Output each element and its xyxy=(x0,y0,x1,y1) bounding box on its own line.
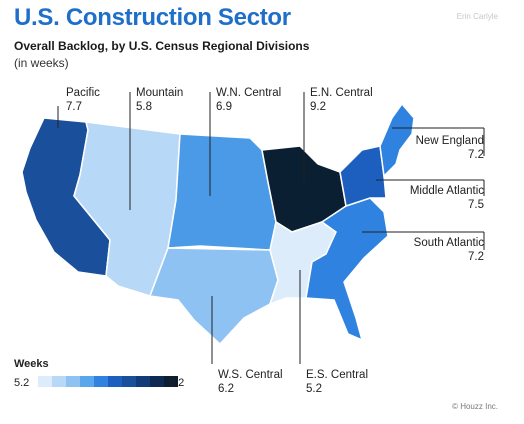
region-south-atlantic[interactable] xyxy=(305,197,389,342)
label-middle-atlantic-name: Middle Atlantic xyxy=(409,185,484,197)
label-en-central: E.N. Central 9.2 xyxy=(310,86,373,114)
label-south-atlantic: South Atlantic 7.2 xyxy=(384,236,484,264)
legend-min: 5.2 xyxy=(14,377,30,389)
label-wn-central-name: W.N. Central xyxy=(216,87,282,99)
region-wn-central[interactable] xyxy=(167,133,277,251)
label-es-central-value: 5.2 xyxy=(306,383,322,395)
label-mountain-name: Mountain xyxy=(136,87,184,99)
legend-swatch xyxy=(94,376,108,387)
subtitle: Overall Backlog, by U.S. Census Regional… xyxy=(14,39,310,53)
label-en-central-name: E.N. Central xyxy=(310,87,373,99)
label-south-atlantic-value: 7.2 xyxy=(468,251,484,263)
region-middle-atlantic[interactable] xyxy=(339,145,387,207)
author-credit: Erin Carlyle xyxy=(456,12,498,21)
label-es-central: E.S. Central 5.2 xyxy=(306,368,368,396)
label-new-england-name: New England xyxy=(415,135,484,147)
page-title: U.S. Construction Sector xyxy=(14,4,291,31)
region-new-england[interactable] xyxy=(379,102,415,178)
label-es-central-name: E.S. Central xyxy=(306,369,368,381)
label-wn-central: W.N. Central 6.9 xyxy=(216,86,281,114)
leader-lines xyxy=(57,92,485,364)
label-new-england: New England 7.2 xyxy=(400,134,484,162)
region-ws-central[interactable] xyxy=(148,247,279,346)
label-south-atlantic-name: South Atlantic xyxy=(413,237,484,249)
label-ws-central: W.S. Central 6.2 xyxy=(218,368,283,396)
legend-title: Weeks xyxy=(14,358,49,370)
legend-max: 9.2 xyxy=(169,377,185,389)
label-ws-central-name: W.S. Central xyxy=(218,369,283,381)
label-mountain-value: 5.8 xyxy=(136,101,152,113)
legend-swatch xyxy=(108,376,122,387)
legend-swatch xyxy=(164,376,178,387)
legend-swatch xyxy=(66,376,80,387)
label-middle-atlantic-value: 7.5 xyxy=(468,199,484,211)
legend-swatch xyxy=(136,376,150,387)
label-pacific-name: Pacific xyxy=(66,87,100,99)
legend-swatch xyxy=(52,376,66,387)
legend-swatch xyxy=(150,376,164,387)
legend-swatch xyxy=(122,376,136,387)
label-middle-atlantic: Middle Atlantic 7.5 xyxy=(384,184,484,212)
unit-note: (in weeks) xyxy=(14,56,69,70)
label-ws-central-value: 6.2 xyxy=(218,383,234,395)
legend-swatch xyxy=(80,376,94,387)
label-mountain: Mountain 5.8 xyxy=(136,86,183,114)
label-pacific-value: 7.7 xyxy=(66,101,82,113)
label-wn-central-value: 6.9 xyxy=(216,101,232,113)
label-en-central-value: 9.2 xyxy=(310,101,326,113)
source-credit: © Houzz Inc. xyxy=(452,402,498,411)
legend-color-scale xyxy=(38,376,178,387)
legend-swatch xyxy=(38,376,52,387)
label-pacific: Pacific 7.7 xyxy=(66,86,100,114)
label-new-england-value: 7.2 xyxy=(468,149,484,161)
